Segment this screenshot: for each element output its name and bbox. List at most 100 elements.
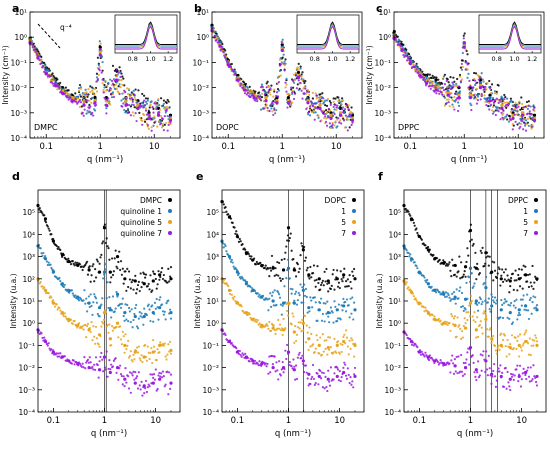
noise-point-f-3-119 — [509, 388, 512, 392]
noise-point-c-2-99 — [486, 82, 489, 85]
noise-point-f-1-130 — [518, 313, 522, 316]
legend-marker-d-0 — [168, 198, 172, 202]
noise-point-f-3-120 — [510, 372, 513, 376]
noise-point-f-0-122 — [511, 272, 514, 275]
data-point-a-0-13 — [147, 111, 151, 115]
noise-point-f-0-55 — [451, 264, 455, 267]
noise-point-d-0-21 — [55, 244, 58, 248]
noise-point-e-0-149 — [353, 277, 357, 280]
noise-point-d-2-92 — [119, 325, 122, 328]
noise-point-e-0-59 — [273, 274, 276, 277]
noise-point-a-3-96 — [119, 75, 122, 79]
noise-point-e-3-130 — [336, 368, 340, 371]
noise-point-f-3-26 — [426, 355, 429, 358]
noise-point-b-0-99 — [304, 80, 307, 83]
noise-point-d-1-12 — [47, 261, 50, 264]
noise-point-d-1-77 — [105, 296, 108, 300]
noise-point-a-1-88 — [111, 91, 115, 94]
noise-point-d-3-15 — [50, 348, 53, 351]
noise-point-f-1-47 — [444, 291, 448, 294]
noise-point-f-0-77 — [471, 244, 474, 247]
noise-point-a-2-123 — [144, 107, 148, 110]
noise-point-d-3-5 — [41, 336, 44, 340]
noise-point-f-3-123 — [512, 378, 515, 382]
noise-point-a-3-111 — [133, 93, 136, 97]
noise-point-e-1-80 — [292, 301, 295, 304]
noise-point-f-3-148 — [535, 380, 538, 384]
data-point-c-0-13 — [511, 111, 515, 115]
noise-point-a-2-131 — [152, 118, 155, 121]
noise-point-f-3-96 — [488, 367, 491, 370]
noise-point-d-0-47 — [78, 263, 82, 266]
noise-point-c-1-89 — [476, 95, 480, 98]
noise-point-e-1-111 — [319, 297, 323, 300]
noise-point-a-0-8 — [36, 49, 39, 52]
noise-point-e-0-133 — [339, 270, 342, 273]
noise-point-d-1-117 — [141, 316, 144, 319]
noise-point-c-0-73 — [461, 59, 464, 62]
noise-point-f-1-57 — [453, 298, 456, 301]
noise-point-d-2-128 — [151, 361, 154, 365]
noise-point-b-3-71 — [277, 80, 281, 84]
noise-point-e-0-138 — [344, 285, 347, 288]
noise-point-d-2-31 — [64, 315, 67, 318]
noise-point-b-3-109 — [313, 118, 316, 121]
noise-point-f-0-61 — [457, 270, 460, 273]
data-point-b-3-11 — [306, 101, 310, 105]
noise-point-b-1-25 — [234, 71, 237, 74]
noise-point-a-0-115 — [137, 89, 140, 92]
noise-point-b-3-63 — [270, 103, 273, 106]
noise-point-e-0-52 — [267, 267, 270, 270]
noise-point-a-0-142 — [162, 99, 165, 102]
noise-point-b-3-132 — [335, 106, 338, 109]
noise-point-d-2-147 — [168, 350, 171, 353]
noise-point-c-1-120 — [506, 97, 509, 100]
noise-point-d-0-63 — [93, 280, 96, 283]
noise-point-e-0-76 — [288, 236, 291, 240]
noise-point-f-0-51 — [448, 261, 451, 264]
noise-point-d-1-100 — [126, 303, 129, 307]
noise-point-e-2-104 — [313, 351, 316, 354]
inset-tick-label-a-0: 0.8 — [128, 55, 138, 63]
noise-point-d-0-137 — [159, 275, 162, 279]
y-tick-label-a-4: 10⁰ — [14, 33, 27, 42]
data-point-c-2-7 — [457, 93, 461, 97]
data-point-e-3-11 — [307, 372, 311, 376]
noise-point-c-3-76 — [464, 68, 467, 71]
legend-marker-f-3 — [534, 231, 538, 235]
noise-point-d-0-119 — [143, 272, 146, 276]
noise-point-e-2-102 — [311, 343, 315, 346]
noise-point-c-0-78 — [466, 53, 469, 56]
noise-point-e-0-85 — [296, 263, 299, 266]
noise-point-e-3-108 — [317, 383, 320, 386]
noise-point-d-3-63 — [93, 363, 96, 366]
noise-point-e-2-138 — [344, 342, 347, 345]
noise-point-f-2-97 — [489, 327, 492, 330]
noise-point-d-0-39 — [71, 260, 74, 263]
noise-point-e-0-137 — [343, 267, 346, 270]
noise-point-a-3-18 — [45, 71, 49, 74]
noise-point-b-0-21 — [230, 62, 233, 66]
noise-point-d-3-109 — [134, 371, 137, 374]
noise-point-a-2-129 — [150, 126, 153, 129]
noise-point-e-0-98 — [308, 277, 311, 280]
noise-point-c-3-146 — [530, 125, 533, 129]
noise-point-e-2-128 — [335, 351, 338, 354]
noise-point-d-3-73 — [102, 370, 105, 373]
noise-point-d-1-15 — [50, 266, 53, 269]
noise-point-f-0-50 — [447, 263, 450, 266]
noise-point-a-3-59 — [84, 100, 87, 103]
noise-point-d-3-54 — [85, 361, 88, 364]
noise-point-a-3-146 — [166, 129, 169, 132]
noise-point-f-2-28 — [427, 312, 431, 315]
noise-point-f-0-99 — [491, 260, 494, 263]
noise-point-b-3-56 — [263, 92, 266, 96]
noise-point-a-3-112 — [134, 111, 137, 115]
noise-point-e-3-86 — [297, 353, 300, 356]
noise-point-e-2-141 — [346, 345, 349, 348]
noise-point-c-3-50 — [440, 91, 443, 94]
noise-point-d-2-70 — [99, 334, 102, 338]
x-tick-label-d-1: 1 — [102, 416, 107, 426]
noise-point-f-3-132 — [520, 378, 523, 381]
noise-point-f-1-76 — [470, 272, 473, 275]
